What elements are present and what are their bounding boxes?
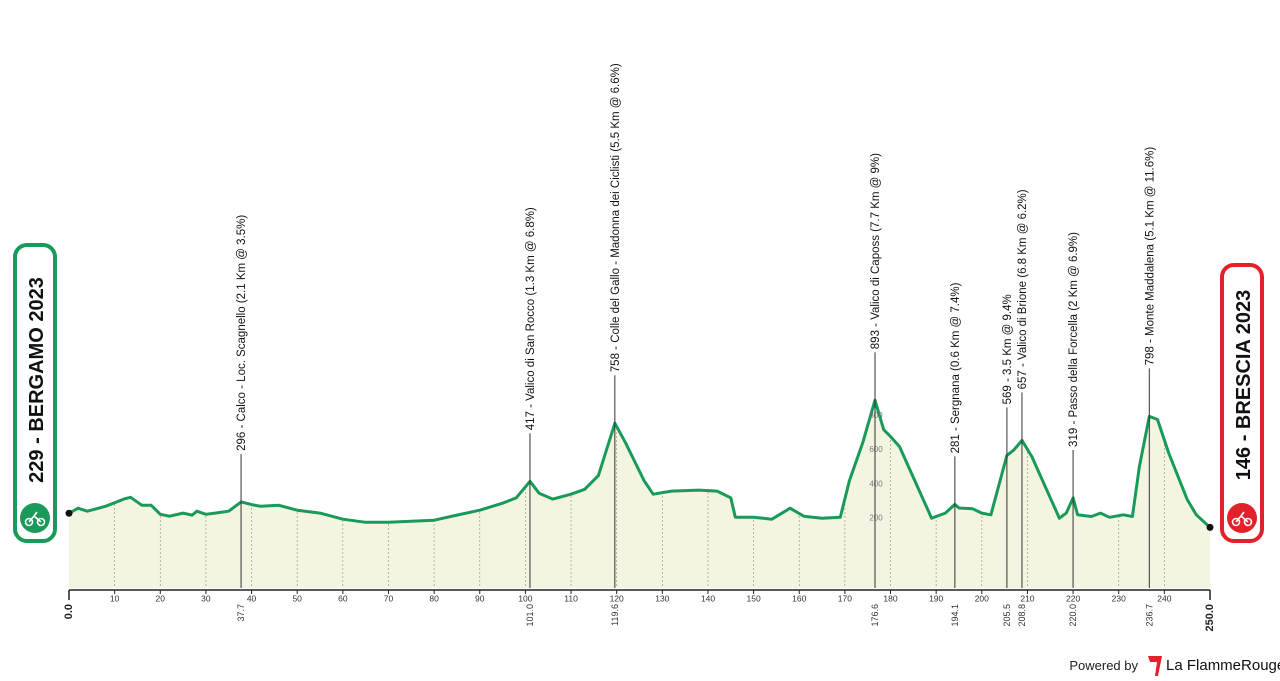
climb-label: 569 - 3.5 Km @ 9.4% <box>1002 294 1014 404</box>
x-tick-label: 200 <box>975 593 989 603</box>
bike-icon <box>24 511 46 527</box>
climb-label: 319 - Passo della Forcella (2 Km @ 6.9%) <box>1068 232 1080 447</box>
y-tick-label: 600 <box>869 445 883 454</box>
brand: La FlammeRouge <box>1166 657 1280 674</box>
brand-logo <box>1148 656 1162 676</box>
x-tick-label: 190 <box>929 593 943 603</box>
x-tick-label: 20 <box>156 593 166 603</box>
start-label: 229 - BERGAMO 2023 <box>26 277 48 483</box>
climb-km: 194.1 <box>950 604 960 627</box>
x-tick-label: 120 <box>610 593 624 603</box>
x-tick-label: 150 <box>747 593 761 603</box>
x-tick-label: 230 <box>1112 593 1126 603</box>
x-tick-label: 160 <box>792 593 806 603</box>
climb-label: 798 - Monte Maddalena (5.1 Km @ 11.6%) <box>1144 147 1156 366</box>
climb-km: 208.8 <box>1017 604 1027 627</box>
climb-km: 101.0 <box>525 604 535 627</box>
y-tick-label: 400 <box>869 479 883 488</box>
start-dot <box>65 509 73 517</box>
x-tick-label: 70 <box>384 593 394 603</box>
end-banner <box>1220 263 1264 543</box>
climb-label: 281 - Sergnana (0.6 Km @ 7.4%) <box>950 282 962 453</box>
climb-km: 37.7 <box>236 604 246 622</box>
elevation-line <box>68 398 1212 529</box>
y-tick-label: 800 <box>869 411 883 420</box>
climb-km: 236.7 <box>1144 604 1154 627</box>
climb-label: 758 - Colle del Gallo - Madonna dei Cicl… <box>610 63 622 372</box>
x-tick-label: 240 <box>1157 593 1171 603</box>
x-tick-label: 0.0 <box>63 604 75 619</box>
x-tick-label: 110 <box>564 593 578 603</box>
end-label: 146 - BRESCIA 2023 <box>1233 290 1255 480</box>
climb-label: 296 - Calco - Loc. Scagnello (2.1 Km @ 3… <box>236 215 248 451</box>
x-tick-label: 60 <box>338 593 348 603</box>
x-tick-label: 100 <box>518 593 532 603</box>
x-tick-label: 40 <box>247 593 257 603</box>
x-tick-label: 10 <box>110 593 120 603</box>
end-icon <box>1227 503 1257 533</box>
start-banner <box>13 243 57 543</box>
x-tick-label: 170 <box>838 593 852 603</box>
climb-label: 417 - Valico di San Rocco (1.3 Km @ 6.8%… <box>525 207 537 430</box>
end-dot <box>1206 523 1214 531</box>
climb-km: 220.0 <box>1068 604 1078 627</box>
climb-km: 119.6 <box>610 604 620 626</box>
x-tick-label: 180 <box>883 593 897 603</box>
x-tick-label: 250.0 <box>1204 604 1216 632</box>
x-tick-label: 130 <box>655 593 669 603</box>
x-tick-label: 30 <box>201 593 211 603</box>
x-tick-label: 90 <box>475 593 485 603</box>
x-tick-label: 220 <box>1066 593 1080 603</box>
climb-km: 205.5 <box>1002 604 1012 627</box>
area-fill <box>69 400 1210 588</box>
climb-km: 176.6 <box>870 604 880 627</box>
x-tick-label: 50 <box>292 593 302 603</box>
x-tick-label: 80 <box>429 593 439 603</box>
powered-by: Powered by <box>1069 658 1138 673</box>
bike-icon <box>1231 511 1253 527</box>
climb-label: 893 - Valico di Caposs (7.7 Km @ 9%) <box>870 153 882 349</box>
x-tick-label: 140 <box>701 593 715 603</box>
start-icon <box>20 503 50 533</box>
plot: 0.0 10 20 30 40 50 60 70 80 90 100 110 120 130 140 150 1… <box>63 63 1216 631</box>
x-tick-label: 210 <box>1020 593 1034 603</box>
y-tick-label: 200 <box>869 513 883 522</box>
climb-label: 657 - Valico di Brione (6.8 Km @ 6.2%) <box>1017 189 1029 389</box>
